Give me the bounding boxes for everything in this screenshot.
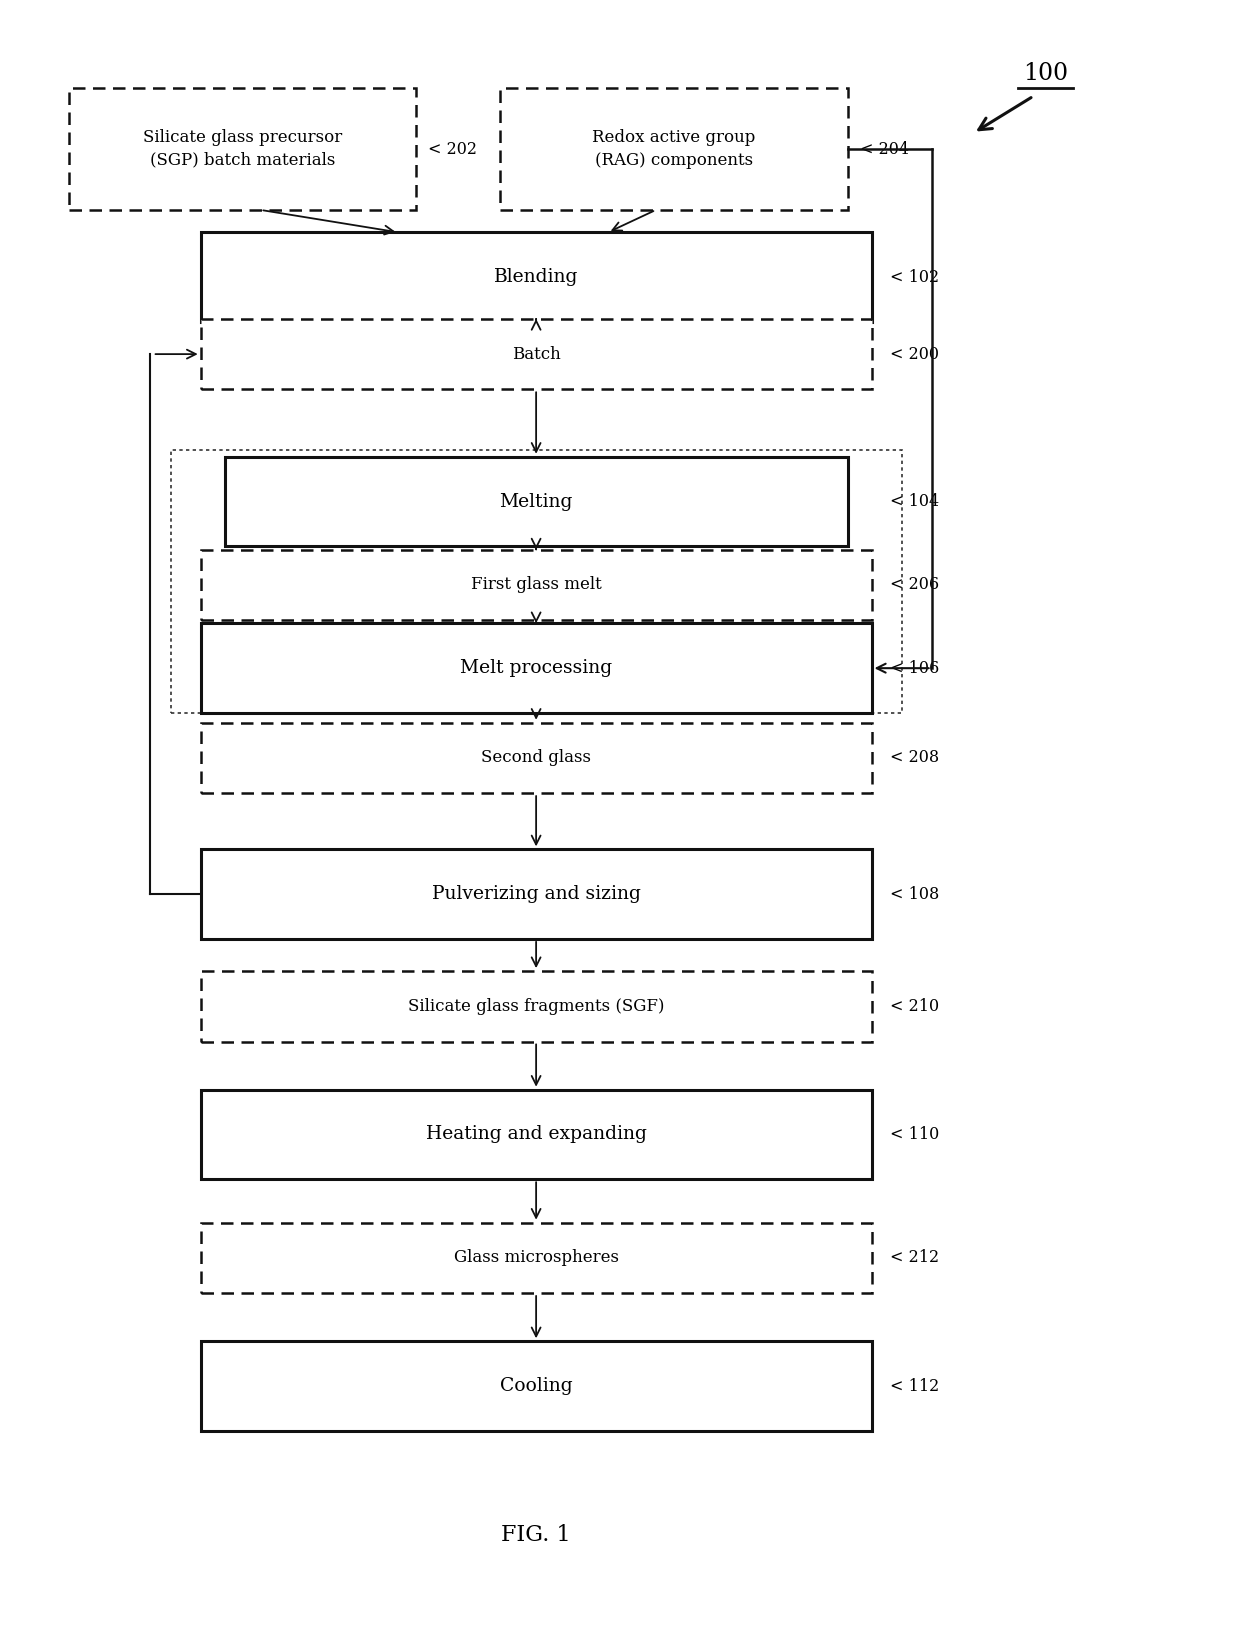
Text: Melt processing: Melt processing <box>460 659 613 677</box>
Text: Redox active group
(RAG) components: Redox active group (RAG) components <box>593 130 755 169</box>
Bar <box>201 232 872 322</box>
Text: < 206: < 206 <box>889 577 939 593</box>
Text: FIG. 1: FIG. 1 <box>501 1524 570 1545</box>
Text: < 204: < 204 <box>859 140 909 158</box>
Bar <box>500 89 848 210</box>
Text: < 106: < 106 <box>889 659 939 677</box>
Text: < 108: < 108 <box>889 886 939 903</box>
Text: Silicate glass precursor
(SGP) batch materials: Silicate glass precursor (SGP) batch mat… <box>143 130 342 169</box>
Text: < 200: < 200 <box>889 345 939 363</box>
Text: < 110: < 110 <box>889 1126 939 1143</box>
Text: Heating and expanding: Heating and expanding <box>425 1126 646 1144</box>
Bar <box>201 723 872 792</box>
Text: First glass melt: First glass melt <box>471 577 601 593</box>
Text: < 202: < 202 <box>428 140 477 158</box>
Text: < 210: < 210 <box>889 998 939 1014</box>
Text: < 104: < 104 <box>889 493 939 510</box>
Text: < 212: < 212 <box>889 1249 939 1266</box>
Text: < 208: < 208 <box>889 750 939 766</box>
Bar <box>201 1090 872 1179</box>
Bar <box>201 623 872 713</box>
Bar <box>201 549 872 620</box>
Text: < 102: < 102 <box>889 268 939 286</box>
Text: Glass microspheres: Glass microspheres <box>454 1249 619 1266</box>
Text: < 112: < 112 <box>889 1378 939 1394</box>
Bar <box>201 1342 872 1430</box>
Text: Melting: Melting <box>500 493 573 511</box>
Bar <box>201 1223 872 1294</box>
Bar <box>201 972 872 1042</box>
Text: Cooling: Cooling <box>500 1378 573 1396</box>
Text: Blending: Blending <box>494 268 578 286</box>
Text: 100: 100 <box>1023 62 1068 85</box>
Text: Pulverizing and sizing: Pulverizing and sizing <box>432 884 641 903</box>
Text: Silicate glass fragments (SGF): Silicate glass fragments (SGF) <box>408 998 665 1014</box>
Bar <box>171 450 901 713</box>
Text: Batch: Batch <box>512 345 560 363</box>
Bar <box>68 89 417 210</box>
Bar <box>201 850 872 939</box>
Bar <box>201 319 872 390</box>
Text: Second glass: Second glass <box>481 750 591 766</box>
Bar <box>224 457 848 546</box>
